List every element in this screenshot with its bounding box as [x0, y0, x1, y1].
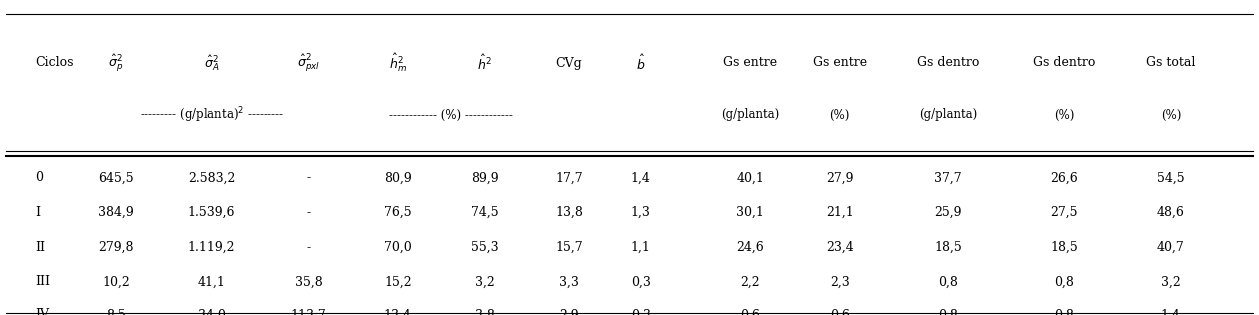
- Text: 15,2: 15,2: [384, 275, 412, 289]
- Text: Gs entre: Gs entre: [724, 56, 777, 70]
- Text: 113,7: 113,7: [291, 308, 326, 315]
- Text: 3,2: 3,2: [475, 275, 495, 289]
- Text: $\hat{\sigma}^2_p$: $\hat{\sigma}^2_p$: [108, 52, 123, 74]
- Text: 0: 0: [35, 171, 43, 185]
- Text: 80,9: 80,9: [384, 171, 412, 185]
- Text: 41,1: 41,1: [198, 275, 225, 289]
- Text: 3,3: 3,3: [559, 275, 579, 289]
- Text: 2,9: 2,9: [559, 308, 579, 315]
- Text: CVg: CVg: [555, 56, 583, 70]
- Text: Gs dentro: Gs dentro: [917, 56, 980, 70]
- Text: 0,3: 0,3: [631, 275, 651, 289]
- Text: Gs dentro: Gs dentro: [1032, 56, 1095, 70]
- Text: 13,8: 13,8: [555, 206, 583, 219]
- Text: 1,4: 1,4: [1161, 308, 1181, 315]
- Text: 21,1: 21,1: [826, 206, 854, 219]
- Text: 8,5: 8,5: [106, 308, 126, 315]
- Text: 48,6: 48,6: [1157, 206, 1185, 219]
- Text: 37,7: 37,7: [934, 171, 962, 185]
- Text: 34,0: 34,0: [198, 308, 225, 315]
- Text: 40,1: 40,1: [737, 171, 764, 185]
- Text: 89,9: 89,9: [471, 171, 499, 185]
- Text: 30,1: 30,1: [737, 206, 764, 219]
- Text: 26,6: 26,6: [1050, 171, 1078, 185]
- Text: Gs total: Gs total: [1146, 56, 1196, 70]
- Text: -: -: [306, 206, 311, 219]
- Text: 0,8: 0,8: [1054, 275, 1074, 289]
- Text: 0,8: 0,8: [938, 308, 958, 315]
- Text: 35,8: 35,8: [295, 275, 322, 289]
- Text: IV: IV: [35, 308, 49, 315]
- Text: (%): (%): [1054, 108, 1074, 122]
- Text: 24,6: 24,6: [737, 241, 764, 254]
- Text: 13,4: 13,4: [384, 308, 412, 315]
- Text: 17,7: 17,7: [555, 171, 583, 185]
- Text: -: -: [306, 171, 311, 185]
- Text: 0,8: 0,8: [1054, 308, 1074, 315]
- Text: 55,3: 55,3: [471, 241, 499, 254]
- Text: (g/planta): (g/planta): [721, 108, 779, 122]
- Text: 76,5: 76,5: [384, 206, 412, 219]
- Text: 25,9: 25,9: [934, 206, 962, 219]
- Text: 1,4: 1,4: [631, 171, 651, 185]
- Text: 0,8: 0,8: [938, 275, 958, 289]
- Text: 27,5: 27,5: [1050, 206, 1078, 219]
- Text: $\hat{h}^2$: $\hat{h}^2$: [477, 54, 492, 72]
- Text: III: III: [35, 275, 50, 289]
- Text: 1,3: 1,3: [631, 206, 651, 219]
- Text: 18,5: 18,5: [934, 241, 962, 254]
- Text: 384,9: 384,9: [98, 206, 133, 219]
- Text: 645,5: 645,5: [98, 171, 133, 185]
- Text: 74,5: 74,5: [471, 206, 499, 219]
- Text: 15,7: 15,7: [555, 241, 583, 254]
- Text: 2.583,2: 2.583,2: [188, 171, 235, 185]
- Text: $\hat{\sigma}^2_A$: $\hat{\sigma}^2_A$: [204, 53, 219, 73]
- Text: 40,7: 40,7: [1157, 241, 1185, 254]
- Text: (%): (%): [1161, 108, 1181, 122]
- Text: 0,6: 0,6: [740, 308, 760, 315]
- Text: 18,5: 18,5: [1050, 241, 1078, 254]
- Text: 27,9: 27,9: [826, 171, 854, 185]
- Text: 3,8: 3,8: [475, 308, 495, 315]
- Text: ------------ (%) ------------: ------------ (%) ------------: [389, 108, 514, 122]
- Text: --------- (g/planta)$^2$ ---------: --------- (g/planta)$^2$ ---------: [140, 105, 285, 125]
- Text: 2,3: 2,3: [830, 275, 850, 289]
- Text: (g/planta): (g/planta): [919, 108, 977, 122]
- Text: $\hat{h}^2_m$: $\hat{h}^2_m$: [389, 52, 407, 74]
- Text: (%): (%): [830, 108, 850, 122]
- Text: 279,8: 279,8: [98, 241, 133, 254]
- Text: 1,1: 1,1: [631, 241, 651, 254]
- Text: 1.539,6: 1.539,6: [188, 206, 235, 219]
- Text: 23,4: 23,4: [826, 241, 854, 254]
- Text: -: -: [306, 241, 311, 254]
- Text: 2,2: 2,2: [740, 275, 760, 289]
- Text: 3,2: 3,2: [1161, 275, 1181, 289]
- Text: 0,3: 0,3: [631, 308, 651, 315]
- Text: Ciclos: Ciclos: [35, 56, 74, 70]
- Text: $\hat{\sigma}^2_{pxl}$: $\hat{\sigma}^2_{pxl}$: [297, 52, 320, 74]
- Text: II: II: [35, 241, 45, 254]
- Text: 54,5: 54,5: [1157, 171, 1185, 185]
- Text: I: I: [35, 206, 40, 219]
- Text: 70,0: 70,0: [384, 241, 412, 254]
- Text: 10,2: 10,2: [102, 275, 130, 289]
- Text: Gs entre: Gs entre: [813, 56, 866, 70]
- Text: $\hat{b}$: $\hat{b}$: [636, 54, 646, 72]
- Text: 1.119,2: 1.119,2: [188, 241, 235, 254]
- Text: 0,6: 0,6: [830, 308, 850, 315]
